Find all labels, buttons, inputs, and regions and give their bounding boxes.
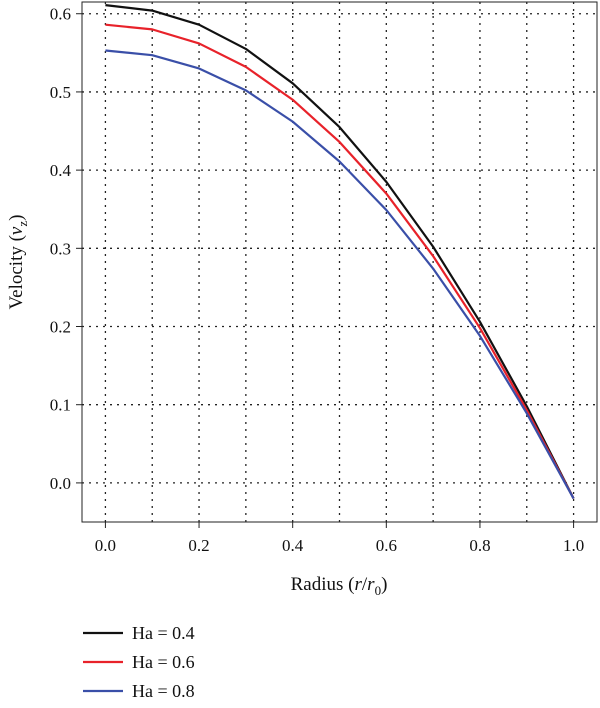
- y-tick-label: 0.6: [50, 5, 71, 24]
- y-tick-label: 0.2: [50, 318, 71, 337]
- x-tick-label: 0.2: [188, 536, 209, 555]
- x-axis-title: Radius (r/r0): [291, 574, 388, 598]
- y-tick-label: 0.3: [50, 239, 71, 258]
- legend-label-1: Ha = 0.4: [132, 623, 195, 643]
- plot-frame: [81, 1, 598, 523]
- y-tick-label: 0.5: [50, 83, 71, 102]
- legend-label-3: Ha = 0.8: [132, 681, 195, 701]
- legend-label-2: Ha = 0.6: [132, 652, 195, 672]
- y-tick-label: 0.0: [50, 474, 71, 493]
- legend: Ha = 0.4 Ha = 0.6 Ha = 0.8: [83, 623, 195, 701]
- y-tick-label: 0.1: [50, 396, 71, 415]
- x-tick-label: 0.4: [282, 536, 304, 555]
- x-tick-label: 0.6: [376, 536, 397, 555]
- y-axis-title: Velocity (vz): [6, 215, 30, 310]
- series-line-2: [105, 23, 575, 500]
- grid: [82, 2, 597, 522]
- series-line-1: [105, 4, 575, 500]
- axis-ticks: 0.0 0.2 0.4 0.6 0.8 1.0 0.0 0.1 0.2 0.3 0.4 0.5 0.6: [50, 5, 584, 555]
- x-tick-label: 1.0: [563, 536, 584, 555]
- x-tick-label: 0.0: [95, 536, 116, 555]
- x-tick-label: 0.8: [469, 536, 490, 555]
- y-tick-label: 0.4: [50, 161, 72, 180]
- series-lines: [105, 4, 575, 500]
- series-line-3: [105, 49, 575, 500]
